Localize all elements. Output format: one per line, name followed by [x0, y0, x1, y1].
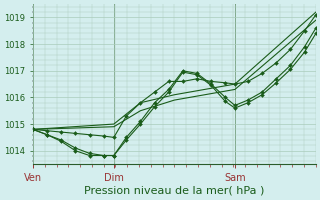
X-axis label: Pression niveau de la mer( hPa ): Pression niveau de la mer( hPa )	[84, 186, 265, 196]
